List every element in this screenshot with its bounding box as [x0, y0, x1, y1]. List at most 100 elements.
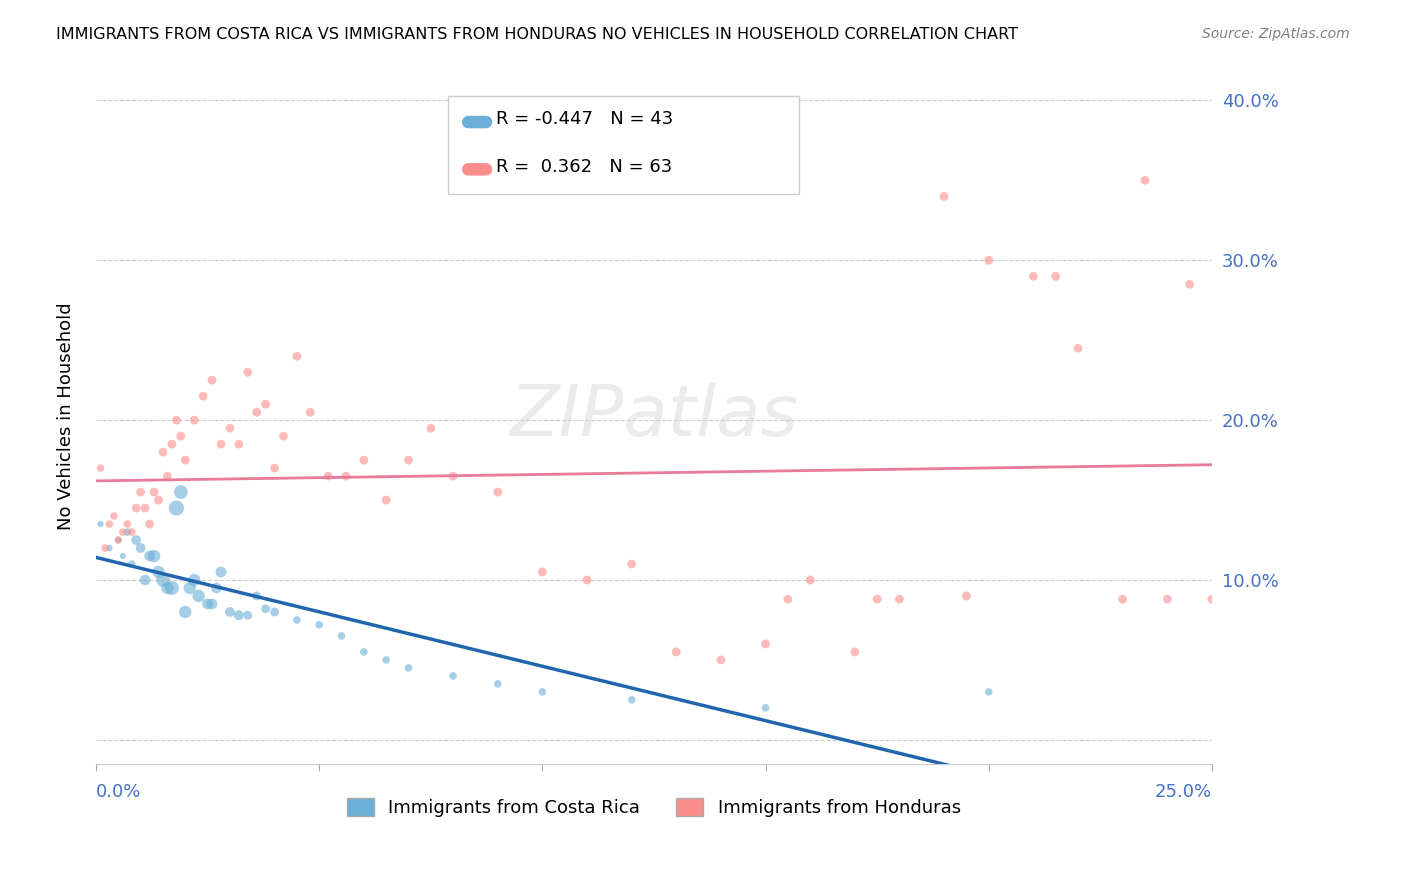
Point — [197, 597, 219, 611]
Point — [143, 549, 166, 563]
Point — [710, 653, 733, 667]
Point — [201, 597, 224, 611]
Point — [375, 493, 398, 508]
Point — [932, 189, 955, 203]
Point — [263, 605, 285, 619]
Point — [754, 701, 776, 715]
Point — [486, 485, 509, 500]
Point — [117, 524, 139, 539]
Point — [170, 485, 193, 500]
Point — [1201, 592, 1223, 607]
Point — [138, 517, 160, 532]
Point — [209, 437, 232, 451]
Point — [209, 565, 232, 579]
Point — [148, 493, 170, 508]
Point — [246, 405, 269, 419]
Point — [273, 429, 295, 443]
Legend: Immigrants from Costa Rica, Immigrants from Honduras: Immigrants from Costa Rica, Immigrants f… — [340, 790, 969, 824]
Point — [866, 592, 889, 607]
Point — [353, 645, 375, 659]
Point — [1133, 173, 1156, 187]
Y-axis label: No Vehicles in Household: No Vehicles in Household — [58, 302, 75, 530]
Point — [335, 469, 357, 483]
Point — [165, 501, 187, 516]
Point — [754, 637, 776, 651]
Point — [531, 685, 554, 699]
Point — [160, 437, 183, 451]
Point — [799, 573, 821, 587]
Point — [160, 581, 183, 595]
Point — [134, 501, 156, 516]
Point — [1022, 269, 1045, 284]
Point — [111, 549, 134, 563]
Point — [1156, 592, 1178, 607]
Point — [156, 469, 179, 483]
Point — [129, 485, 152, 500]
Point — [191, 389, 214, 403]
Point — [955, 589, 977, 603]
Point — [179, 581, 201, 595]
Point — [285, 613, 308, 627]
Point — [353, 453, 375, 467]
Point — [254, 601, 277, 615]
Point — [419, 421, 441, 435]
Point — [201, 373, 224, 387]
Point — [152, 445, 174, 459]
Point — [98, 541, 121, 555]
Point — [330, 629, 353, 643]
Text: R =  0.362   N = 63: R = 0.362 N = 63 — [495, 158, 672, 176]
Point — [1111, 592, 1133, 607]
Text: IMMIGRANTS FROM COSTA RICA VS IMMIGRANTS FROM HONDURAS NO VEHICLES IN HOUSEHOLD : IMMIGRANTS FROM COSTA RICA VS IMMIGRANTS… — [56, 27, 1018, 42]
Point — [441, 669, 464, 683]
Point — [125, 501, 148, 516]
Point — [285, 349, 308, 363]
Point — [576, 573, 599, 587]
Point — [174, 453, 197, 467]
Point — [111, 524, 134, 539]
Point — [236, 608, 259, 623]
Point — [228, 437, 250, 451]
FancyBboxPatch shape — [447, 96, 799, 194]
Point — [187, 589, 209, 603]
Point — [246, 589, 269, 603]
Point — [98, 517, 121, 532]
Point — [1067, 341, 1090, 355]
Point — [398, 661, 420, 675]
Point — [620, 557, 643, 571]
Point — [398, 453, 420, 467]
Point — [620, 693, 643, 707]
Point — [977, 253, 1000, 268]
Point — [174, 605, 197, 619]
Text: R = -0.447   N = 43: R = -0.447 N = 43 — [495, 111, 672, 128]
Point — [134, 573, 156, 587]
Point — [125, 533, 148, 547]
Point — [219, 421, 242, 435]
Text: ZIPatlas: ZIPatlas — [509, 382, 799, 450]
Point — [1045, 269, 1067, 284]
Point — [531, 565, 554, 579]
Point — [121, 524, 143, 539]
Point — [665, 645, 688, 659]
Point — [121, 557, 143, 571]
Point — [107, 533, 129, 547]
Point — [375, 653, 398, 667]
Text: 25.0%: 25.0% — [1154, 783, 1212, 801]
Point — [152, 573, 174, 587]
Point — [183, 573, 205, 587]
Point — [254, 397, 277, 411]
Point — [316, 469, 339, 483]
Point — [219, 605, 242, 619]
Point — [117, 517, 139, 532]
Point — [441, 469, 464, 483]
Point — [236, 365, 259, 379]
Point — [486, 677, 509, 691]
Text: Source: ZipAtlas.com: Source: ZipAtlas.com — [1202, 27, 1350, 41]
Point — [89, 517, 111, 532]
Point — [776, 592, 799, 607]
Point — [228, 608, 250, 623]
Point — [94, 541, 117, 555]
Point — [165, 413, 187, 427]
Point — [299, 405, 322, 419]
Point — [156, 581, 179, 595]
Point — [183, 413, 205, 427]
